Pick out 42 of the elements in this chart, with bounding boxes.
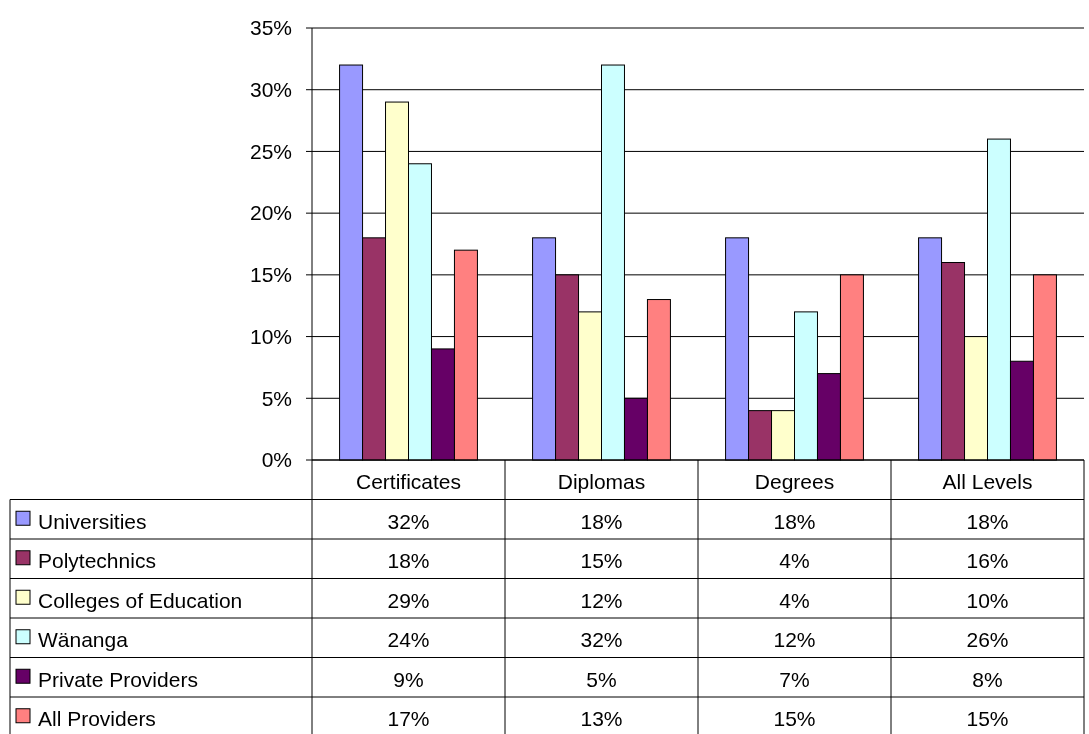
y-tick-label: 20% [249, 201, 292, 225]
data-label: 15% [580, 549, 623, 573]
data-label: 32% [580, 628, 623, 652]
legend-label: Private Providers [38, 667, 198, 691]
legend-label: Polytechnics [38, 549, 156, 573]
legend-label: All Providers [38, 707, 156, 731]
data-label: 8% [972, 667, 1003, 691]
legend-label: Colleges of Education [38, 588, 243, 612]
y-tick-label: 10% [249, 324, 292, 348]
data-label: 15% [966, 707, 1009, 731]
data-label: 13% [580, 707, 623, 731]
data-label: 17% [387, 707, 430, 731]
data-label: 4% [779, 549, 810, 573]
data-label: 29% [387, 588, 430, 612]
data-label: 12% [773, 628, 816, 652]
y-tick-label: 15% [249, 263, 292, 287]
y-tick-label: 30% [249, 78, 292, 102]
data-label: 12% [580, 588, 623, 612]
data-label: 18% [387, 549, 430, 573]
data-label: 26% [966, 628, 1009, 652]
y-tick-label: 0% [261, 448, 292, 472]
y-tick-label: 25% [249, 139, 292, 163]
data-label: 7% [779, 667, 810, 691]
data-label: 18% [966, 509, 1009, 533]
data-label: 18% [773, 509, 816, 533]
y-tick-label: 35% [249, 16, 292, 40]
y-tick-label: 5% [261, 386, 292, 410]
data-label: 4% [779, 588, 810, 612]
data-label: 5% [586, 667, 617, 691]
data-label: 16% [966, 549, 1009, 573]
x-tick-label: All Levels [942, 470, 1033, 494]
legend-label: Universities [38, 509, 147, 533]
x-tick-label: Certificates [355, 470, 462, 494]
data-label: 9% [393, 667, 424, 691]
data-label: 24% [387, 628, 430, 652]
data-label: 18% [580, 509, 623, 533]
data-label: 32% [387, 509, 430, 533]
legend-label: Wänanga [38, 628, 129, 652]
x-tick-label: Diplomas [557, 470, 646, 494]
data-label: 10% [966, 588, 1009, 612]
data-label: 15% [773, 707, 816, 731]
x-tick-label: Degrees [754, 470, 835, 494]
